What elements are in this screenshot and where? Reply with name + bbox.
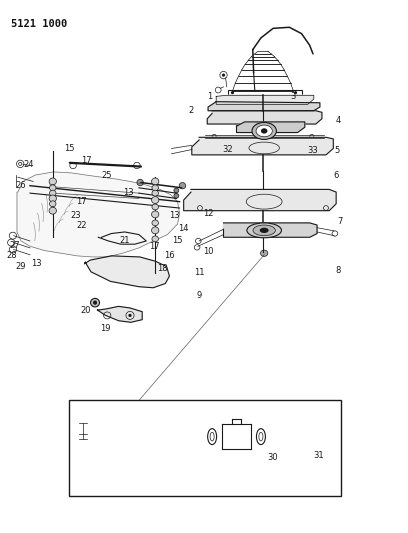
Text: 6: 6	[333, 171, 339, 180]
Ellipse shape	[70, 163, 76, 168]
Text: 16: 16	[164, 252, 174, 260]
Ellipse shape	[252, 123, 276, 140]
Ellipse shape	[137, 179, 144, 185]
Polygon shape	[224, 223, 317, 237]
Text: 18: 18	[157, 264, 168, 273]
Ellipse shape	[174, 188, 179, 193]
Ellipse shape	[222, 74, 225, 77]
Bar	[69, 400, 341, 496]
Text: 7: 7	[337, 217, 343, 226]
Ellipse shape	[151, 178, 159, 185]
Text: 1: 1	[208, 92, 213, 101]
Ellipse shape	[261, 250, 268, 256]
Ellipse shape	[253, 225, 275, 236]
Ellipse shape	[261, 128, 267, 134]
Text: 2: 2	[188, 106, 194, 115]
Text: 12: 12	[203, 209, 213, 218]
Ellipse shape	[91, 298, 100, 307]
Ellipse shape	[260, 228, 268, 233]
Text: 24: 24	[23, 160, 33, 169]
Text: 31: 31	[313, 451, 324, 460]
Ellipse shape	[179, 182, 186, 189]
Text: 5121 1000: 5121 1000	[11, 19, 67, 29]
Text: 17: 17	[81, 156, 91, 165]
Text: 30: 30	[267, 454, 277, 463]
Polygon shape	[207, 111, 322, 124]
Polygon shape	[98, 306, 142, 322]
Ellipse shape	[152, 185, 158, 191]
Text: 13: 13	[31, 260, 42, 268]
Polygon shape	[216, 95, 314, 104]
Ellipse shape	[151, 197, 159, 204]
Text: 15: 15	[172, 237, 182, 246]
Text: 23: 23	[71, 212, 81, 221]
Ellipse shape	[19, 163, 22, 165]
Polygon shape	[84, 256, 169, 288]
Text: 32: 32	[222, 145, 233, 154]
Polygon shape	[237, 122, 305, 133]
Text: 29: 29	[15, 262, 25, 271]
Ellipse shape	[151, 227, 159, 234]
Ellipse shape	[152, 220, 158, 226]
Ellipse shape	[152, 236, 158, 242]
Text: 27: 27	[9, 241, 20, 250]
Ellipse shape	[49, 190, 56, 196]
Ellipse shape	[152, 190, 158, 196]
Text: 14: 14	[177, 224, 188, 233]
Text: 17: 17	[149, 242, 160, 251]
Ellipse shape	[134, 163, 140, 168]
Polygon shape	[184, 189, 336, 211]
Text: 13: 13	[124, 188, 134, 197]
Ellipse shape	[231, 91, 234, 94]
Polygon shape	[192, 138, 333, 155]
Ellipse shape	[247, 223, 282, 238]
Ellipse shape	[152, 204, 158, 210]
Ellipse shape	[129, 314, 132, 317]
Polygon shape	[17, 172, 180, 257]
Ellipse shape	[151, 211, 159, 218]
Text: 9: 9	[197, 290, 202, 300]
Ellipse shape	[49, 195, 56, 202]
Text: 33: 33	[308, 146, 318, 155]
Ellipse shape	[49, 207, 56, 214]
Text: 25: 25	[101, 171, 112, 180]
Text: 20: 20	[80, 305, 91, 314]
Text: 28: 28	[7, 252, 18, 260]
Text: 26: 26	[15, 181, 26, 190]
Text: 8: 8	[335, 266, 341, 275]
Text: 11: 11	[194, 269, 204, 277]
Text: 3: 3	[291, 92, 296, 101]
Ellipse shape	[49, 178, 56, 185]
Text: 15: 15	[64, 144, 74, 153]
Text: 22: 22	[76, 221, 86, 230]
Ellipse shape	[256, 125, 272, 137]
Text: 13: 13	[169, 212, 180, 221]
Text: 5: 5	[335, 146, 340, 155]
Text: 21: 21	[120, 237, 130, 246]
Ellipse shape	[49, 185, 56, 191]
Ellipse shape	[49, 201, 56, 207]
Ellipse shape	[93, 301, 97, 305]
Text: 4: 4	[335, 116, 341, 125]
Text: 19: 19	[100, 324, 111, 333]
Text: 17: 17	[76, 197, 86, 206]
Polygon shape	[208, 102, 320, 111]
Ellipse shape	[294, 91, 297, 94]
Ellipse shape	[174, 193, 179, 198]
Text: 10: 10	[203, 247, 213, 256]
